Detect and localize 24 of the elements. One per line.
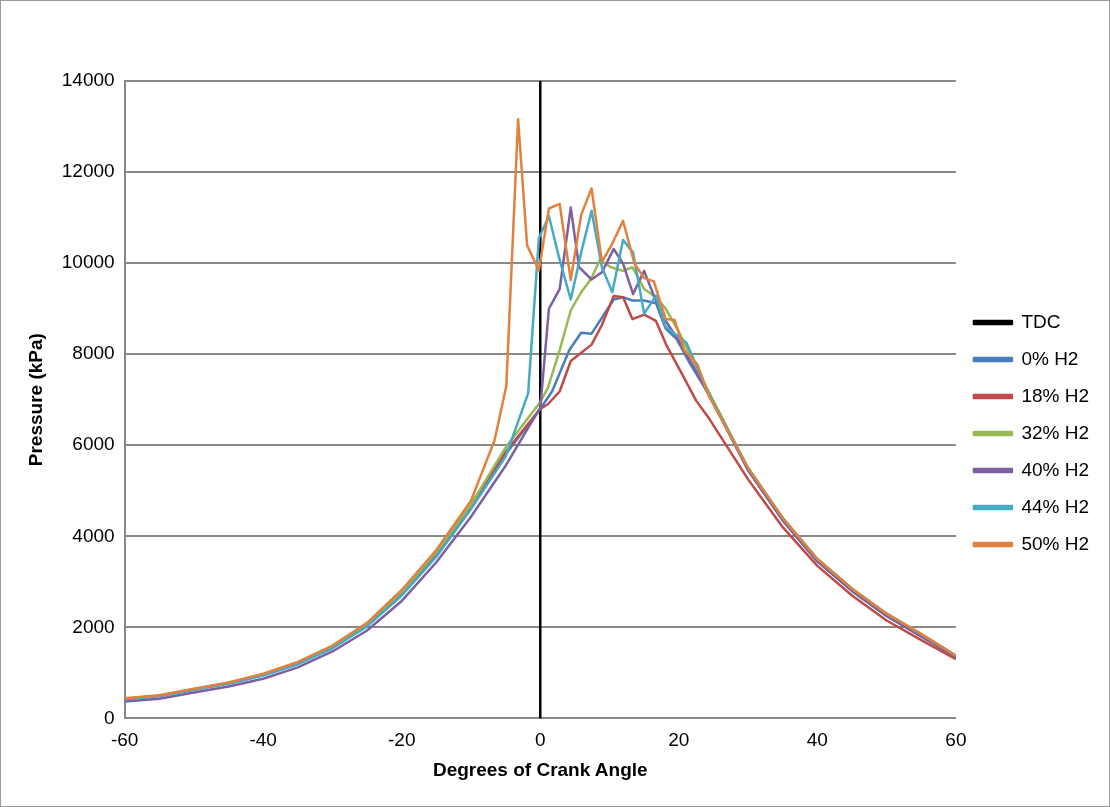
- x-tick-label: -20: [387, 729, 416, 751]
- legend-label: 32% H2: [1021, 421, 1090, 443]
- x-tick-label: -40: [249, 729, 277, 751]
- y-tick-label: 6000: [72, 433, 115, 455]
- legend-label: 18% H2: [1021, 384, 1090, 406]
- y-axis-title: Pressure (kPa): [24, 333, 46, 467]
- legend-label: 44% H2: [1021, 495, 1090, 517]
- y-tick-label: 14000: [61, 69, 115, 91]
- x-tick-label: 40: [806, 729, 828, 751]
- x-tick-label: 60: [945, 729, 967, 751]
- y-tick-label: 0: [104, 706, 115, 728]
- y-tick-label: 10000: [61, 251, 115, 273]
- x-axis-title: Degrees of Crank Angle: [432, 758, 648, 780]
- legend-label: 40% H2: [1021, 458, 1090, 480]
- legend-label: TDC: [1021, 310, 1061, 332]
- y-tick-label: 12000: [61, 160, 115, 182]
- x-tick-label: -60: [110, 729, 139, 751]
- y-tick-label: 2000: [72, 615, 115, 637]
- x-tick-label: 20: [668, 729, 690, 751]
- y-tick-label: 8000: [72, 342, 115, 364]
- y-tick-label: 4000: [72, 524, 115, 546]
- x-tick-label: 0: [534, 729, 546, 751]
- legend-label: 0% H2: [1021, 347, 1079, 369]
- legend-label: 50% H2: [1021, 532, 1090, 554]
